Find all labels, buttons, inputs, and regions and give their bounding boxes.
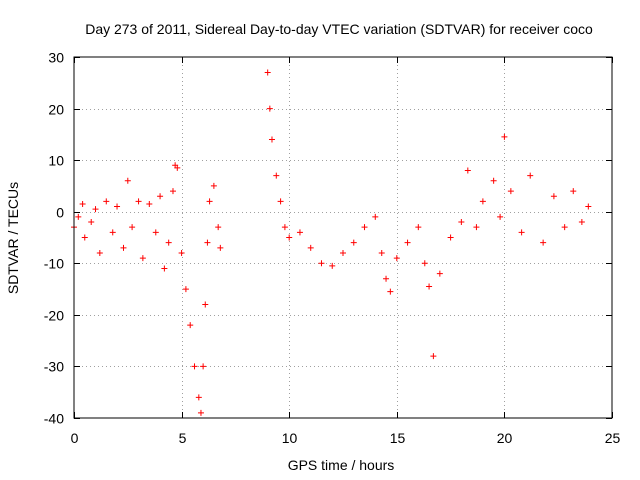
data-point: [191, 363, 198, 370]
x-tick-label: 25: [605, 430, 621, 446]
data-point: [120, 244, 127, 251]
data-point: [174, 164, 181, 171]
data-point: [197, 409, 204, 416]
data-point: [169, 188, 176, 195]
data-point: [206, 198, 213, 205]
data-point: [124, 177, 131, 184]
data-point: [81, 234, 88, 241]
data-point: [415, 224, 422, 231]
data-point: [88, 219, 95, 226]
data-point: [490, 177, 497, 184]
data-point: [146, 200, 153, 207]
data-point: [361, 224, 368, 231]
y-tick-label: 10: [48, 153, 64, 169]
data-point: [264, 69, 271, 76]
data-point: [187, 322, 194, 329]
y-tick-label: 20: [48, 102, 64, 118]
data-point: [497, 213, 504, 220]
data-point: [129, 224, 136, 231]
data-point: [350, 239, 357, 246]
data-point: [161, 265, 168, 272]
data-point: [318, 260, 325, 267]
data-point: [92, 206, 99, 213]
data-point: [200, 363, 207, 370]
data-point: [561, 224, 568, 231]
data-point: [585, 203, 592, 210]
data-point: [372, 213, 379, 220]
data-point: [458, 219, 465, 226]
data-point: [139, 255, 146, 262]
data-point: [527, 172, 534, 179]
data-point: [383, 275, 390, 282]
y-axis-label: SDTVAR / TECUs: [5, 182, 21, 294]
data-point: [430, 353, 437, 360]
x-tick-label: 15: [390, 430, 406, 446]
data-point: [540, 239, 547, 246]
data-point: [421, 260, 428, 267]
data-point: [550, 193, 557, 200]
data-point: [202, 301, 209, 308]
data-point: [165, 239, 172, 246]
data-point: [404, 239, 411, 246]
x-tick-label: 5: [179, 430, 187, 446]
data-point: [570, 188, 577, 195]
data-point: [277, 198, 284, 205]
plot-frame: [73, 56, 613, 419]
data-point: [426, 283, 433, 290]
data-points: [71, 69, 592, 416]
x-axis-label: GPS time / hours: [288, 457, 395, 473]
grid-lines: [74, 57, 612, 418]
data-point: [393, 255, 400, 262]
x-tick-label: 0: [71, 430, 79, 446]
data-point: [109, 229, 116, 236]
data-point: [387, 288, 394, 295]
data-point: [266, 105, 273, 112]
data-point: [217, 244, 224, 251]
y-tick-label: -10: [44, 256, 64, 272]
data-point: [96, 249, 103, 256]
data-point: [273, 172, 280, 179]
data-point: [178, 249, 185, 256]
y-tick-label: -40: [44, 411, 64, 427]
data-point: [268, 136, 275, 143]
data-point: [507, 188, 514, 195]
data-point: [195, 394, 202, 401]
data-point: [473, 224, 480, 231]
data-point: [378, 249, 385, 256]
y-tick-label: 0: [56, 205, 64, 221]
data-point: [103, 198, 110, 205]
data-point: [79, 200, 86, 207]
data-point: [215, 224, 222, 231]
data-point: [479, 198, 486, 205]
y-tick-label: -30: [44, 359, 64, 375]
chart-title: Day 273 of 2011, Sidereal Day-to-day VTE…: [85, 21, 593, 37]
data-point: [340, 249, 346, 256]
data-point: [578, 219, 585, 226]
data-point: [329, 262, 336, 269]
data-point: [447, 234, 454, 241]
data-point: [464, 167, 471, 174]
data-point: [286, 234, 293, 241]
data-point: [296, 229, 303, 236]
data-point: [135, 198, 142, 205]
data-point: [210, 182, 217, 189]
axis-ticks: 0 5 10 15 20 25 -40 -30 -20 -10 0 10 20 30: [44, 50, 621, 447]
data-point: [307, 244, 314, 251]
data-point: [204, 239, 211, 246]
data-point: [114, 203, 121, 210]
data-point: [152, 229, 159, 236]
data-point: [501, 133, 508, 140]
x-tick-label: 10: [282, 430, 298, 446]
data-point: [518, 229, 525, 236]
x-tick-label: 20: [497, 430, 513, 446]
data-point: [182, 286, 189, 293]
data-point: [157, 193, 164, 200]
data-point: [75, 213, 82, 220]
data-point: [281, 224, 288, 231]
y-tick-label: -20: [44, 308, 64, 324]
y-tick-label: 30: [48, 50, 64, 66]
data-point: [436, 270, 443, 277]
